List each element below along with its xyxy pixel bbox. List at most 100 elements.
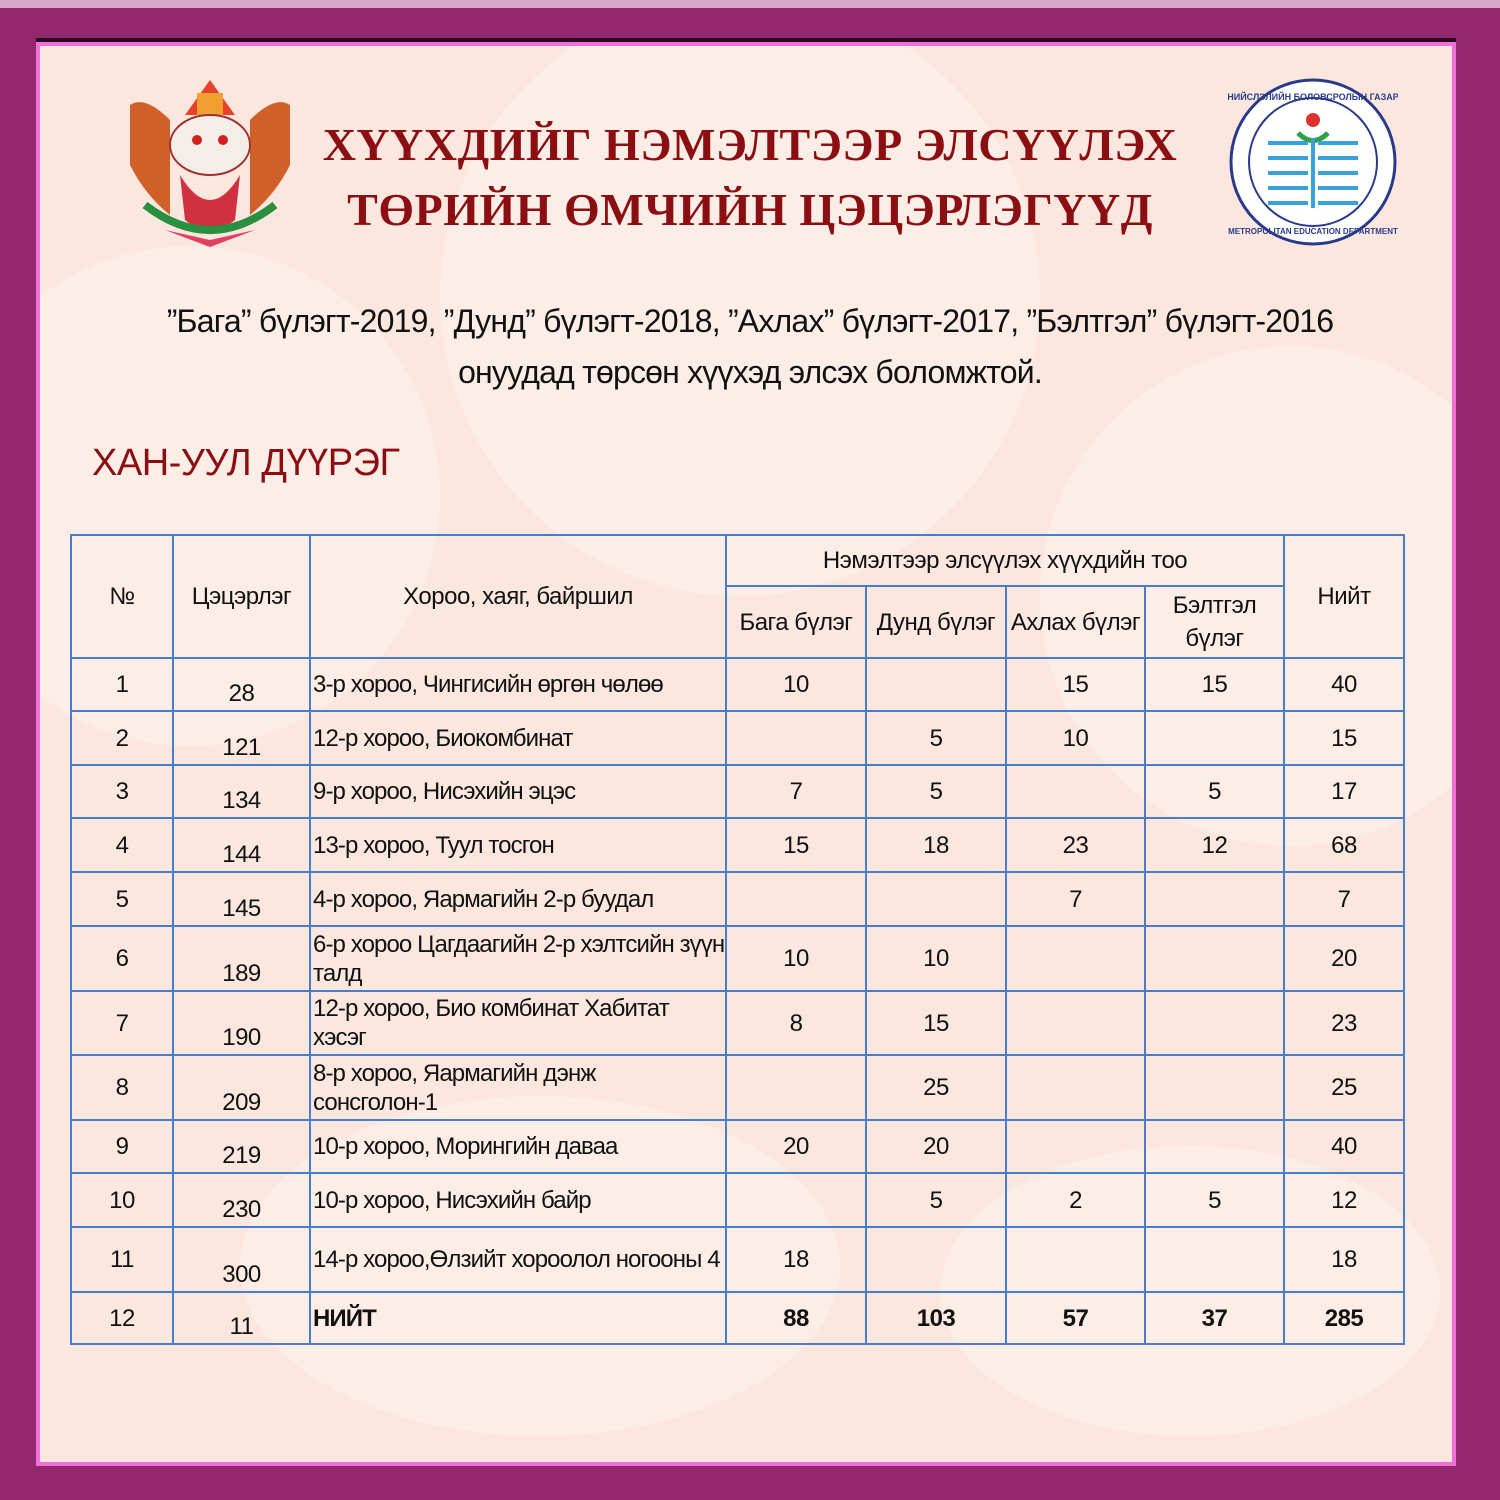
cell-dund: 18 bbox=[865, 817, 1007, 873]
cell-baga bbox=[725, 710, 867, 766]
cell-ahlah: 57 bbox=[1005, 1291, 1146, 1345]
header-dund: Дунд бүлэг bbox=[865, 585, 1007, 659]
cell-no: 7 bbox=[70, 990, 174, 1056]
cell-addr: 10-р хороо, Морингийн даваа bbox=[309, 1119, 727, 1174]
cell-baga bbox=[725, 871, 867, 927]
header-beltgel: Бэлтгэл бүлэг bbox=[1144, 585, 1285, 659]
cell-ahlah: 2 bbox=[1005, 1172, 1146, 1228]
cell-beltgel bbox=[1144, 1226, 1285, 1293]
cell-beltgel: 5 bbox=[1144, 1172, 1285, 1228]
cell-baga: 8 bbox=[725, 990, 867, 1056]
cell-dund bbox=[865, 871, 1007, 927]
cell-no: 3 bbox=[70, 764, 174, 819]
cell-no: 2 bbox=[70, 710, 174, 766]
cell-dund bbox=[865, 657, 1007, 712]
cell-beltgel bbox=[1144, 990, 1285, 1056]
cell-k: 189 bbox=[172, 925, 311, 992]
cell-no: 1 bbox=[70, 657, 174, 712]
cell-k: 230 bbox=[172, 1172, 311, 1228]
total-row: 12 11 НИЙТ 88 103 57 37 285 bbox=[70, 1291, 1405, 1345]
cell-k: 134 bbox=[172, 764, 311, 819]
cell-k: 121 bbox=[172, 710, 311, 766]
cell-addr: 9-р хороо, Нисэхийн эцэс bbox=[309, 764, 727, 819]
cell-total: 40 bbox=[1283, 1119, 1405, 1174]
cell-ahlah bbox=[1005, 990, 1146, 1056]
seal-text-top: НИЙСЛЭЛИЙН БОЛОВСРОЛЫН ГАЗАР bbox=[1228, 91, 1398, 102]
cell-ahlah: 7 bbox=[1005, 871, 1146, 927]
cell-k: 11 bbox=[172, 1291, 311, 1345]
cell-beltgel bbox=[1144, 710, 1285, 766]
cell-ahlah bbox=[1005, 925, 1146, 992]
cell-k: 190 bbox=[172, 990, 311, 1056]
header-no: № bbox=[70, 534, 174, 659]
header-baga: Бага бүлэг bbox=[725, 585, 867, 659]
top-strip bbox=[0, 0, 1500, 8]
cell-no: 12 bbox=[70, 1291, 174, 1345]
cell-baga: 20 bbox=[725, 1119, 867, 1174]
cell-total: 18 bbox=[1283, 1226, 1405, 1293]
cell-ahlah bbox=[1005, 1054, 1146, 1121]
cell-addr: 14-р хороо,Өлзийт хороолол ногооны 4 bbox=[309, 1226, 727, 1293]
cell-beltgel bbox=[1144, 925, 1285, 992]
subtitle-line-1: ”Бага” бүлэгт-2019, ”Дунд” бүлэгт-2018, … bbox=[166, 303, 1334, 339]
table-row: 3 134 9-р хороо, Нисэхийн эцэс 7 5 5 17 bbox=[70, 764, 1405, 819]
title-line-2: ТӨРИЙН ӨМЧИЙН ЦЭЦЭРЛЭГҮҮД bbox=[347, 184, 1153, 235]
cell-total: 23 bbox=[1283, 990, 1405, 1056]
cell-beltgel: 12 bbox=[1144, 817, 1285, 873]
kindergarten-table: № Цэцэрлэг Хороо, хаяг, байршил Нэмэлтээ… bbox=[70, 534, 1405, 1345]
cell-beltgel: 5 bbox=[1144, 764, 1285, 819]
header-total: Нийт bbox=[1283, 534, 1405, 659]
cell-total: 17 bbox=[1283, 764, 1405, 819]
state-emblem-icon bbox=[130, 80, 290, 247]
cell-baga: 88 bbox=[725, 1291, 867, 1345]
education-department-seal-icon: НИЙСЛЭЛИЙН БОЛОВСРОЛЫН ГАЗАР METROPOLITA… bbox=[1228, 78, 1398, 246]
cell-baga: 10 bbox=[725, 657, 867, 712]
cell-no: 9 bbox=[70, 1119, 174, 1174]
cell-k: 28 bbox=[172, 657, 311, 712]
cell-dund: 10 bbox=[865, 925, 1007, 992]
cell-dund: 25 bbox=[865, 1054, 1007, 1121]
table-row: 8 209 8-р хороо, Яармагийн дэнж сонсголон-… bbox=[70, 1054, 1405, 1121]
cell-dund: 5 bbox=[865, 764, 1007, 819]
cell-k: 209 bbox=[172, 1054, 311, 1121]
cell-addr: 13-р хороо, Туул тосгон bbox=[309, 817, 727, 873]
cell-addr: 12-р хороо, Биокомбинат bbox=[309, 710, 727, 766]
cell-dund: 5 bbox=[865, 710, 1007, 766]
cell-addr: 3-р хороо, Чингисийн өргөн чөлөө bbox=[309, 657, 727, 712]
table-row: 7 190 12-р хороо, Био комбинат Хабитат хэс… bbox=[70, 990, 1405, 1056]
cell-ahlah bbox=[1005, 1119, 1146, 1174]
header-group: Нэмэлтээр элсүүлэх хүүхдийн тоо bbox=[725, 534, 1285, 587]
cell-dund: 15 bbox=[865, 990, 1007, 1056]
cell-beltgel: 37 bbox=[1144, 1291, 1285, 1345]
header-address: Хороо, хаяг, байршил bbox=[309, 534, 727, 659]
cell-total: 25 bbox=[1283, 1054, 1405, 1121]
cell-total: 20 bbox=[1283, 925, 1405, 992]
cell-dund: 5 bbox=[865, 1172, 1007, 1228]
cell-addr: 4-р хороо, Яармагийн 2-р буудал bbox=[309, 871, 727, 927]
table-row: 1 28 3-р хороо, Чингисийн өргөн чөлөө 10 15 1… bbox=[70, 657, 1405, 712]
cell-k: 219 bbox=[172, 1119, 311, 1174]
seal-text-bottom: METROPOLITAN EDUCATION DEPARTMENT bbox=[1228, 227, 1398, 236]
cell-addr: 6-р хороо Цагдаагийн 2-р хэлтсийн зүүн т… bbox=[309, 925, 727, 992]
cell-no: 11 bbox=[70, 1226, 174, 1293]
cell-k: 145 bbox=[172, 871, 311, 927]
cell-total: 40 bbox=[1283, 657, 1405, 712]
cell-total: 12 bbox=[1283, 1172, 1405, 1228]
cell-total: 15 bbox=[1283, 710, 1405, 766]
cell-total: 7 bbox=[1283, 871, 1405, 927]
table-row: 11 300 14-р хороо,Өлзийт хороолол ногооны … bbox=[70, 1226, 1405, 1293]
table-row: 4 144 13-р хороо, Туул тосгон 15 18 23 12 68 bbox=[70, 817, 1405, 873]
cell-ahlah: 23 bbox=[1005, 817, 1146, 873]
table-row: 10 230 10-р хороо, Нисэхийн байр 5 2 5 12 bbox=[70, 1172, 1405, 1228]
cell-dund: 20 bbox=[865, 1119, 1007, 1174]
cell-dund: 103 bbox=[865, 1291, 1007, 1345]
subtitle-line-2: онуудад төрсөн хүүхэд элсэх боломжтой. bbox=[458, 354, 1043, 390]
cell-addr: 12-р хороо, Био комбинат Хабитат хэсэг bbox=[309, 990, 727, 1056]
cell-ahlah bbox=[1005, 1226, 1146, 1293]
cell-addr: 8-р хороо, Яармагийн дэнж сонсголон-1 bbox=[309, 1054, 727, 1121]
cell-ahlah: 10 bbox=[1005, 710, 1146, 766]
subheader-row: Бага бүлэг Дунд бүлэг Ахлах бүлэг Бэлтгэ… bbox=[71, 585, 1404, 659]
cell-total: 68 bbox=[1283, 817, 1405, 873]
district-heading: ХАН-УУЛ ДҮҮРЭГ bbox=[92, 442, 400, 484]
cell-addr: НИЙТ bbox=[309, 1291, 727, 1345]
